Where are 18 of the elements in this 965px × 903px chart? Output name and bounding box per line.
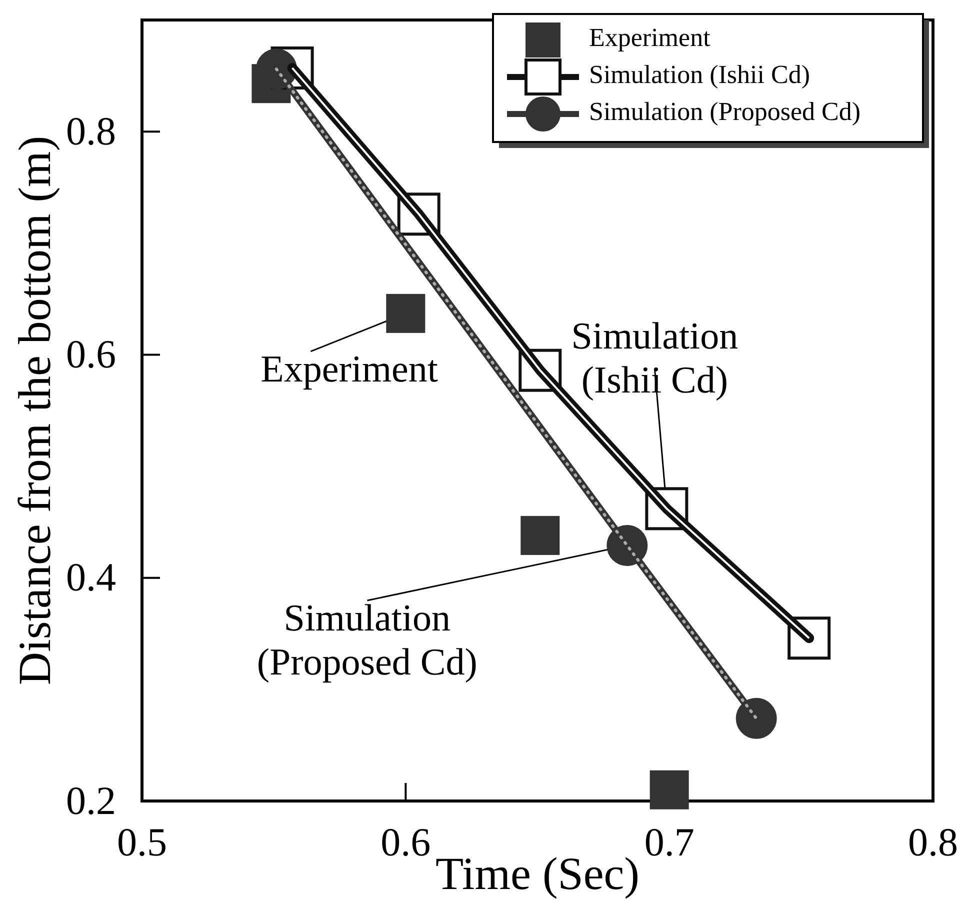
x-axis-title: Time (Sec) (435, 848, 640, 899)
x-tick-label: 0.6 (380, 819, 431, 864)
x-tick-label: 0.8 (908, 819, 958, 864)
y-axis-title: Distance from the bottom (m) (9, 136, 60, 686)
legend-label: Simulation (Proposed Cd) (589, 96, 861, 126)
y-tick-label: 0.4 (66, 554, 116, 600)
annotation: Simulation (Proposed Cd) (256, 598, 478, 684)
y-tick-label: 0.6 (66, 332, 116, 377)
point (650, 770, 689, 810)
x-tick-label: 0.7 (644, 819, 694, 864)
y-tick-label: 0.2 (66, 778, 116, 823)
point (386, 294, 426, 333)
annotation: Experiment (260, 348, 438, 390)
point (520, 516, 560, 555)
x-tick-label: 0.5 (117, 819, 167, 864)
y-tick-label: 0.8 (66, 108, 116, 154)
legend-label: Experiment (589, 22, 712, 52)
legend-label: Simulation (Ishii Cd) (589, 60, 810, 89)
